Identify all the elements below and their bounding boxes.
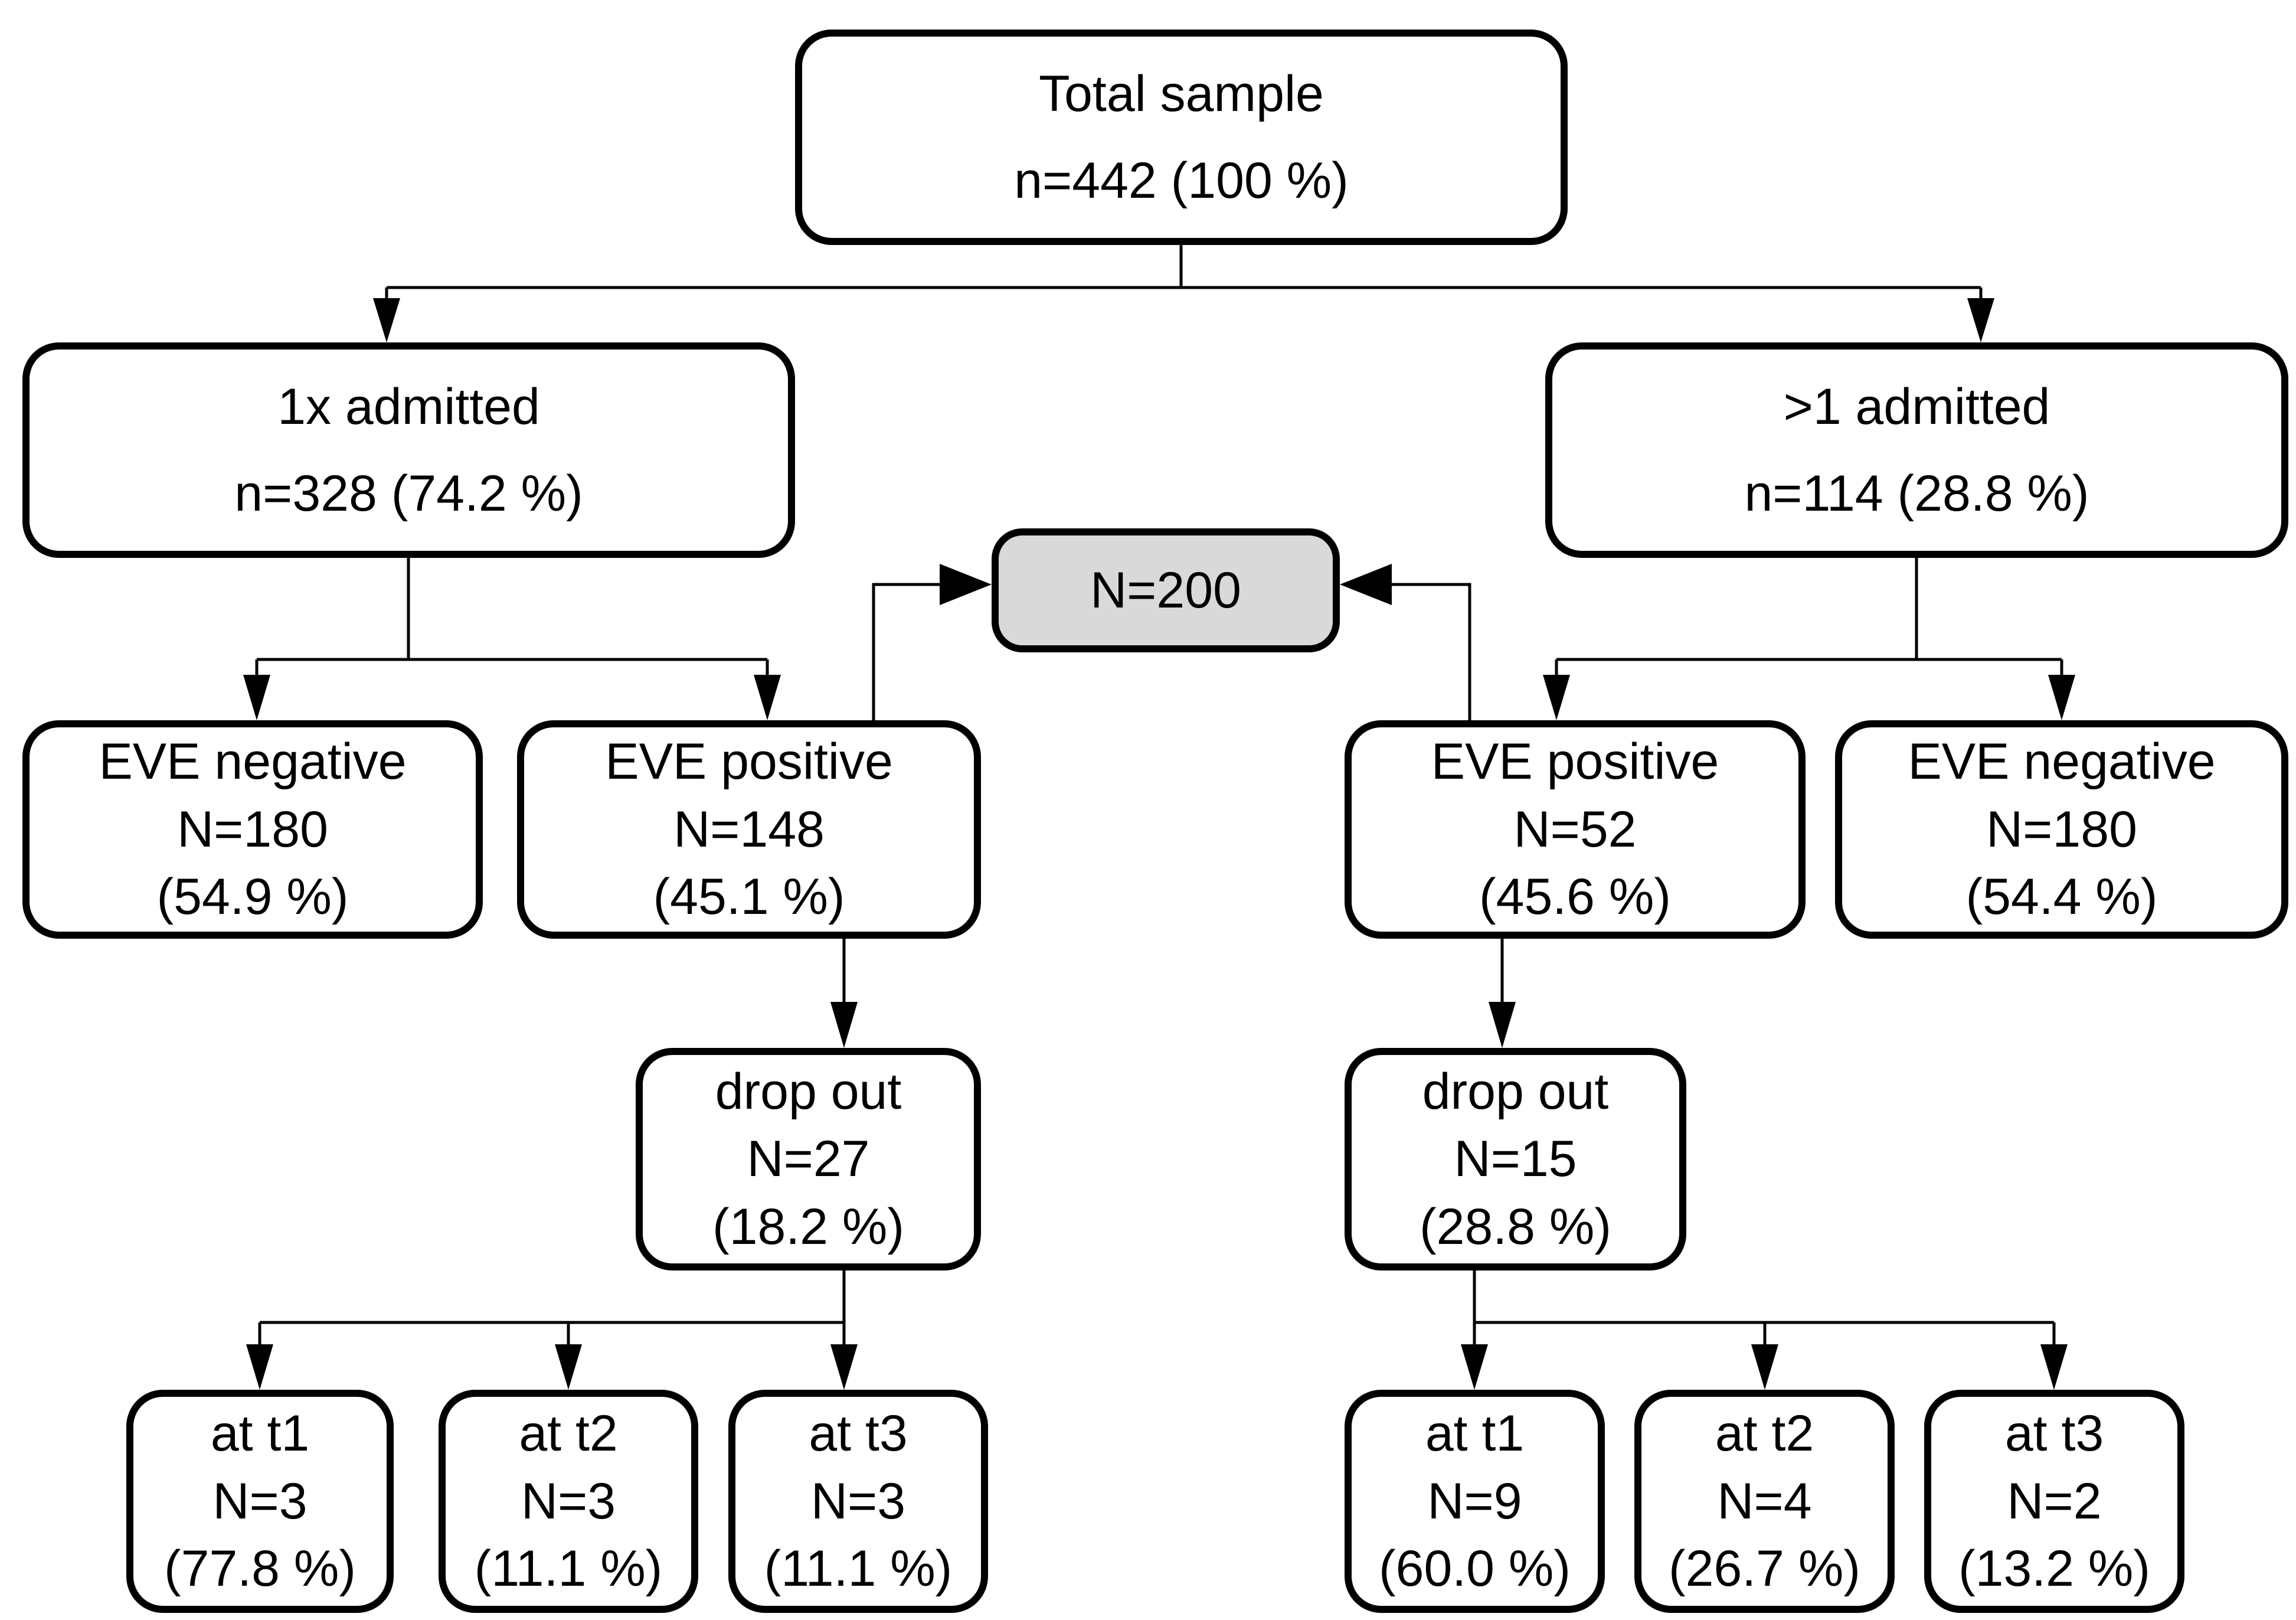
arrowhead-down bbox=[373, 298, 400, 342]
arrowhead-down bbox=[830, 1002, 858, 1048]
arrowhead-down bbox=[1751, 1344, 1778, 1390]
node-t3-right: at t3 N=2 (13.2 %) bbox=[1924, 1390, 2184, 1613]
node-eve-negative-right: EVE negative N=180 (54.4 %) bbox=[1835, 720, 2288, 939]
arrowhead-right bbox=[940, 564, 992, 605]
node-text-line: (54.4 %) bbox=[1965, 868, 2158, 926]
arrowhead-down bbox=[1489, 1002, 1516, 1048]
connector-admitted-multi-to-eve bbox=[1543, 558, 2075, 720]
node-text-line: n=114 (28.8 %) bbox=[1744, 465, 2089, 522]
node-text-line: at t2 bbox=[1715, 1405, 1814, 1462]
node-text-line: at t2 bbox=[519, 1405, 618, 1462]
node-n200-highlight: N=200 bbox=[992, 528, 1340, 652]
node-text-line: EVE negative bbox=[1908, 733, 2216, 791]
node-admitted-once: 1x admitted n=328 (74.2 %) bbox=[22, 342, 795, 558]
node-text-line: (18.2 %) bbox=[712, 1198, 905, 1255]
node-text-line: (11.1 %) bbox=[474, 1540, 663, 1598]
node-text-line: EVE negative bbox=[99, 733, 407, 791]
node-text-line: (54.9 %) bbox=[156, 868, 349, 926]
node-total-sample: Total sample n=442 (100 %) bbox=[795, 30, 1568, 245]
node-text-line: (77.8 %) bbox=[163, 1540, 356, 1598]
arrowhead-down bbox=[246, 1344, 273, 1390]
arrowhead-left bbox=[1340, 564, 1392, 605]
node-t3-left: at t3 N=3 (11.1 %) bbox=[728, 1390, 988, 1613]
connector-total-to-admitted bbox=[373, 245, 1994, 342]
node-text-line: drop out bbox=[1422, 1063, 1609, 1120]
node-eve-positive-left: EVE positive N=148 (45.1 %) bbox=[517, 720, 981, 939]
node-text-line: at t1 bbox=[1425, 1405, 1525, 1462]
arrowhead-down bbox=[2048, 675, 2075, 720]
node-text-line: Total sample bbox=[1039, 66, 1324, 123]
node-text-line: drop out bbox=[715, 1063, 902, 1120]
arrowhead-down bbox=[1967, 298, 1994, 342]
node-text-line: (45.6 %) bbox=[1479, 868, 1672, 926]
node-text-line: N=52 bbox=[1513, 801, 1637, 858]
node-text-line: at t3 bbox=[2004, 1405, 2104, 1462]
node-text-line: EVE positive bbox=[1431, 733, 1719, 791]
node-text-line: (26.7 %) bbox=[1668, 1540, 1861, 1598]
node-text-line: N=4 bbox=[1717, 1472, 1812, 1530]
connector-eve-pos-left-to-n200 bbox=[872, 564, 992, 720]
arrowhead-down bbox=[1543, 675, 1570, 720]
node-eve-positive-right: EVE positive N=52 (45.6 %) bbox=[1345, 720, 1806, 939]
node-text-line: at t3 bbox=[809, 1405, 908, 1462]
node-text-line: N=9 bbox=[1427, 1472, 1522, 1530]
connector-dropout-right-to-timepoints bbox=[1461, 1270, 2068, 1390]
node-text-line: N=3 bbox=[212, 1472, 308, 1530]
connector-line bbox=[255, 558, 769, 679]
node-t1-left: at t1 N=3 (77.8 %) bbox=[126, 1390, 394, 1613]
arrowhead-down bbox=[555, 1344, 582, 1390]
node-t2-left: at t2 N=3 (11.1 %) bbox=[439, 1390, 698, 1613]
connector-dropout-left-to-timepoints bbox=[246, 1270, 858, 1390]
node-text-line: N=200 bbox=[1090, 561, 1241, 619]
node-text-line: (60.0 %) bbox=[1378, 1540, 1571, 1598]
connector-eve-pos-right-to-n200 bbox=[1340, 564, 1471, 720]
node-text-line: at t1 bbox=[210, 1405, 310, 1462]
node-text-line: >1 admitted bbox=[1783, 378, 2050, 436]
node-text-line: N=148 bbox=[673, 801, 825, 858]
node-t1-right: at t1 N=9 (60.0 %) bbox=[1345, 1390, 1605, 1613]
arrowhead-down bbox=[754, 675, 781, 720]
connector-line bbox=[1387, 583, 1471, 720]
node-text-line: 1x admitted bbox=[277, 378, 540, 436]
connector-line bbox=[258, 1270, 846, 1346]
connector-eve-pos-left-to-dropout bbox=[830, 939, 858, 1048]
node-text-line: (13.2 %) bbox=[1958, 1540, 2151, 1598]
connector-line bbox=[1555, 558, 2063, 679]
node-t2-right: at t2 N=4 (26.7 %) bbox=[1634, 1390, 1895, 1613]
node-text-line: (45.1 %) bbox=[653, 868, 845, 926]
node-text-line: N=180 bbox=[177, 801, 328, 858]
connector-line bbox=[872, 583, 944, 720]
node-text-line: (11.1 %) bbox=[764, 1540, 953, 1598]
node-dropout-right: drop out N=15 (28.8 %) bbox=[1345, 1048, 1686, 1270]
node-text-line: N=15 bbox=[1454, 1131, 1577, 1188]
arrowhead-down bbox=[1461, 1344, 1488, 1390]
node-text-line: (28.8 %) bbox=[1419, 1198, 1612, 1255]
node-text-line: n=442 (100 %) bbox=[1014, 152, 1349, 209]
arrowhead-down bbox=[2040, 1344, 2068, 1390]
node-text-line: N=27 bbox=[747, 1131, 870, 1188]
node-text-line: N=180 bbox=[1986, 801, 2137, 858]
connector-line bbox=[1473, 1270, 2056, 1346]
arrowhead-down bbox=[243, 675, 270, 720]
node-text-line: EVE positive bbox=[605, 733, 893, 791]
node-text-line: N=2 bbox=[2007, 1472, 2102, 1530]
node-eve-negative-left: EVE negative N=180 (54.9 %) bbox=[22, 720, 483, 939]
node-text-line: N=3 bbox=[810, 1472, 906, 1530]
node-dropout-left: drop out N=27 (18.2 %) bbox=[636, 1048, 981, 1270]
connector-admitted-once-to-eve bbox=[243, 558, 781, 720]
connector-line bbox=[385, 245, 1983, 304]
node-text-line: N=3 bbox=[521, 1472, 616, 1530]
node-text-line: n=328 (74.2 %) bbox=[234, 465, 583, 522]
connector-eve-pos-right-to-dropout bbox=[1489, 939, 1516, 1048]
node-admitted-multi: >1 admitted n=114 (28.8 %) bbox=[1545, 342, 2288, 558]
arrowhead-down bbox=[830, 1344, 858, 1390]
